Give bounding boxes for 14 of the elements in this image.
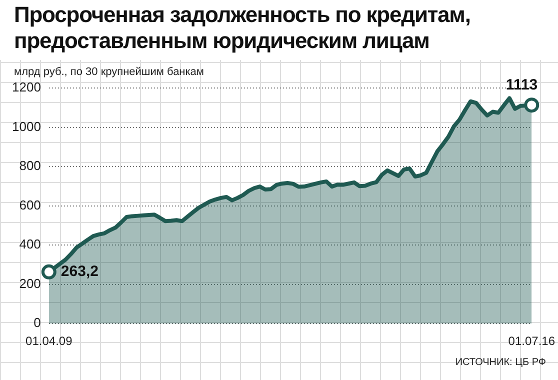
x-tick-label: 01.04.09: [26, 334, 73, 348]
y-tick-label: 800: [19, 158, 41, 174]
y-tick-label: 1200: [12, 80, 41, 95]
annotation: 263,2: [60, 263, 98, 280]
y-tick-label: 400: [19, 236, 41, 252]
text: ИСТОЧНИК: ЦБ РФ: [455, 357, 546, 368]
x-tick-label: 01.07.16: [508, 334, 556, 348]
y-tick-label: 200: [19, 276, 41, 291]
y-axis-title: млрд руб., по 30 крупнейшим банкам: [14, 66, 204, 78]
y-tick-label: 0: [34, 315, 41, 330]
annotation: 1113: [506, 76, 538, 94]
chart-title: Просроченная задолженность по кредитам, предоставленным юридическим лицам: [14, 2, 470, 54]
y-tick-label: 600: [19, 197, 41, 212]
y-tick-label: 1000: [12, 118, 41, 134]
